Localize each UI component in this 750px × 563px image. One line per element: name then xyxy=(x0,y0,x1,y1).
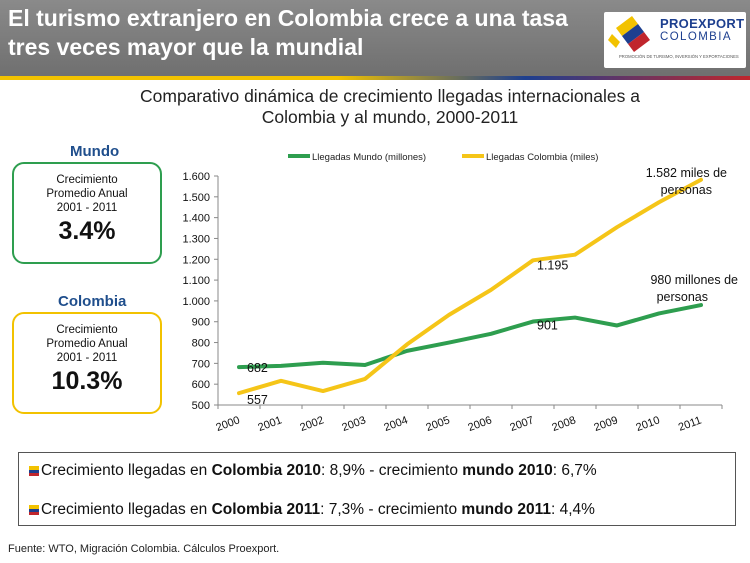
x-tick-label: 2001 xyxy=(256,414,283,434)
slide-title-line-2: tres veces mayor que la mundial xyxy=(8,34,364,60)
x-tick-label: 2007 xyxy=(508,414,535,434)
slide-title-line-1: El turismo extranjero en Colombia crece … xyxy=(8,5,568,31)
y-tick-label: 700 xyxy=(192,358,210,370)
header-stripe xyxy=(0,76,750,80)
x-tick-label: 2006 xyxy=(466,414,493,434)
annotation-colombia-line-1: 1.582 miles de xyxy=(646,166,727,180)
chart-series xyxy=(237,177,703,396)
x-tick-label: 2011 xyxy=(677,414,703,433)
y-tick-label: 1.000 xyxy=(182,296,210,308)
note-2-bold-2: mundo 2011 xyxy=(461,501,552,518)
note-1-mid: : 8,9% - crecimiento xyxy=(321,462,463,479)
y-tick-label: 1.600 xyxy=(182,171,210,183)
chart-axes: 500 600 700 800 900 1.000 1.100 1.200 1.300 1.400… xyxy=(182,171,723,434)
y-tick-label: 1.400 xyxy=(182,213,210,225)
x-tick-label: 2004 xyxy=(382,414,409,434)
slide-title: El turismo extranjero en Colombia crece … xyxy=(8,4,608,62)
mundo-label-line-2: Promedio Anual xyxy=(46,188,128,200)
colombia-label-line-1: Crecimiento xyxy=(56,324,118,336)
note-1-prefix: Crecimiento llegadas en xyxy=(41,462,212,479)
logo-tagline: PROMOCIÓN DE TURISMO, INVERSIÓN Y EXPORT… xyxy=(619,54,739,59)
colombia-growth-box: Crecimiento Promedio Anual 2001 - 2011 1… xyxy=(12,312,162,414)
y-tick-label: 1.300 xyxy=(182,233,210,245)
note-2-suffix: : 4,4% xyxy=(551,501,595,518)
note-1-bold-2: mundo 2010 xyxy=(462,462,553,479)
y-tick-label: 1.200 xyxy=(182,254,210,266)
x-tick-label: 2003 xyxy=(340,414,367,434)
notes-box: Crecimiento llegadas en Colombia 2010: 8… xyxy=(18,452,736,526)
colombia-box-title: Colombia xyxy=(58,293,127,310)
y-tick-label: 1.500 xyxy=(182,192,210,204)
data-label-mundo-2000: 682 xyxy=(247,361,268,375)
note-1-suffix: : 6,7% xyxy=(552,462,597,479)
annotation-mundo-line-2: personas xyxy=(657,290,708,304)
note-2-bold-1: Colombia 2011 xyxy=(211,501,321,518)
chart-title-line-2: Colombia y al mundo, 2000-2011 xyxy=(261,107,519,127)
note-line-1: Crecimiento llegadas en Colombia 2010: 8… xyxy=(29,462,597,480)
chart-legend: Llegadas Mundo (millones) Llegadas Colom… xyxy=(288,152,598,163)
data-label-colombia-2000: 557 xyxy=(247,393,268,407)
proexport-logo xyxy=(604,12,746,68)
colombia-label-line-3: 2001 - 2011 xyxy=(56,352,118,364)
data-label-mundo-2007: 901 xyxy=(537,319,558,333)
mundo-label-line-3: 2001 - 2011 xyxy=(56,202,118,214)
colombia-growth-value: 10.3% xyxy=(51,367,123,395)
proexport-logo-icon xyxy=(608,16,650,52)
chart-title-line-1: Comparativo dinámica de crecimiento lleg… xyxy=(140,86,640,106)
data-label-colombia-2007: 1.195 xyxy=(537,258,568,272)
chart-data-labels: 682 557 901 1.195 1.582 miles de personas 980 … xyxy=(247,166,738,407)
chart-title: Comparativo dinámica de crecimiento lleg… xyxy=(70,86,710,128)
note-1-bold-1: Colombia 2010 xyxy=(211,462,321,479)
legend-label-mundo: Llegadas Mundo (millones) xyxy=(312,152,426,163)
colombia-flag-icon xyxy=(29,505,39,515)
logo-name: PROEXPORT xyxy=(660,16,745,31)
note-2-prefix: Crecimiento llegadas en xyxy=(41,501,212,518)
x-tick-label: 2009 xyxy=(592,414,619,434)
annotation-mundo-line-1: 980 millones de xyxy=(650,273,738,287)
logo-country: COLOMBIA xyxy=(660,31,732,43)
x-tick-label: 2005 xyxy=(424,414,451,434)
y-tick-label: 900 xyxy=(192,317,210,329)
y-tick-label: 1.100 xyxy=(182,275,210,287)
y-tick-label: 600 xyxy=(192,379,210,391)
note-line-2: Crecimiento llegadas en Colombia 2011: 7… xyxy=(29,501,595,519)
mundo-box-label: Crecimiento Promedio Anual 2001 - 2011 xyxy=(14,173,160,215)
x-tick-label: 2010 xyxy=(634,414,661,434)
y-tick-label: 800 xyxy=(192,338,210,350)
legend-label-colombia: Llegadas Colombia (miles) xyxy=(486,152,598,163)
x-tick-label: 2002 xyxy=(298,414,325,434)
x-tick-label: 2008 xyxy=(550,414,577,434)
source-note: Fuente: WTO, Migración Colombia. Cálculo… xyxy=(8,543,280,555)
series-line-mundo xyxy=(237,303,703,370)
series-line-colombia xyxy=(237,177,703,396)
x-tick-label: 2000 xyxy=(214,414,241,434)
y-tick-label: 500 xyxy=(192,400,210,412)
mundo-label-line-1: Crecimiento xyxy=(56,174,118,186)
colombia-flag-icon xyxy=(29,466,39,476)
colombia-box-label: Crecimiento Promedio Anual 2001 - 2011 xyxy=(14,323,160,365)
mundo-box-title: Mundo xyxy=(70,143,120,160)
note-2-mid: : 7,3% - crecimiento xyxy=(320,501,462,518)
colombia-label-line-2: Promedio Anual xyxy=(46,338,128,350)
mundo-growth-box: Crecimiento Promedio Anual 2001 - 2011 3… xyxy=(12,162,162,264)
annotation-colombia-line-2: personas xyxy=(661,183,712,197)
mundo-growth-value: 3.4% xyxy=(58,217,116,245)
